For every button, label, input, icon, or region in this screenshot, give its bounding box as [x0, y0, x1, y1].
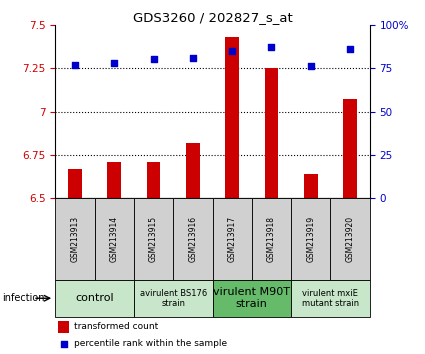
Text: transformed count: transformed count [74, 322, 159, 331]
Bar [94, 198, 134, 280]
Bar [304, 174, 317, 198]
Text: GSM213913: GSM213913 [71, 216, 79, 262]
Bar [186, 143, 200, 198]
Text: GSM213915: GSM213915 [149, 216, 158, 262]
Bar [108, 162, 121, 198]
Bar [173, 198, 212, 280]
Point [150, 57, 157, 62]
Bar [265, 68, 278, 198]
Point [347, 46, 354, 52]
Bar [147, 162, 160, 198]
Text: percentile rank within the sample: percentile rank within the sample [74, 339, 227, 348]
Text: infection: infection [2, 293, 45, 303]
Text: GSM213914: GSM213914 [110, 216, 119, 262]
Point [229, 48, 235, 53]
Point [111, 60, 118, 66]
Text: virulent M90T
strain: virulent M90T strain [213, 287, 290, 309]
Bar [291, 198, 331, 280]
Text: avirulent BS176
strain: avirulent BS176 strain [139, 289, 207, 308]
Text: GSM213919: GSM213919 [306, 216, 315, 262]
Text: control: control [75, 293, 114, 303]
Point [307, 64, 314, 69]
Text: GSM213917: GSM213917 [228, 216, 237, 262]
Bar [134, 280, 212, 317]
Bar [343, 99, 357, 198]
Bar [58, 321, 69, 333]
Text: virulent mxiE
mutant strain: virulent mxiE mutant strain [302, 289, 359, 308]
Bar [331, 198, 370, 280]
Bar [291, 280, 370, 317]
Text: GSM213920: GSM213920 [346, 216, 354, 262]
Bar [55, 280, 134, 317]
Bar [55, 198, 94, 280]
Point [190, 55, 196, 61]
Bar [212, 280, 291, 317]
Title: GDS3260 / 202827_s_at: GDS3260 / 202827_s_at [133, 11, 292, 24]
Bar [212, 198, 252, 280]
Bar [225, 37, 239, 198]
Point [71, 62, 78, 68]
Bar [134, 198, 173, 280]
Text: GSM213916: GSM213916 [188, 216, 197, 262]
Text: GSM213918: GSM213918 [267, 216, 276, 262]
Bar [252, 198, 291, 280]
Bar [68, 169, 82, 198]
Point [60, 341, 67, 347]
Point [268, 45, 275, 50]
